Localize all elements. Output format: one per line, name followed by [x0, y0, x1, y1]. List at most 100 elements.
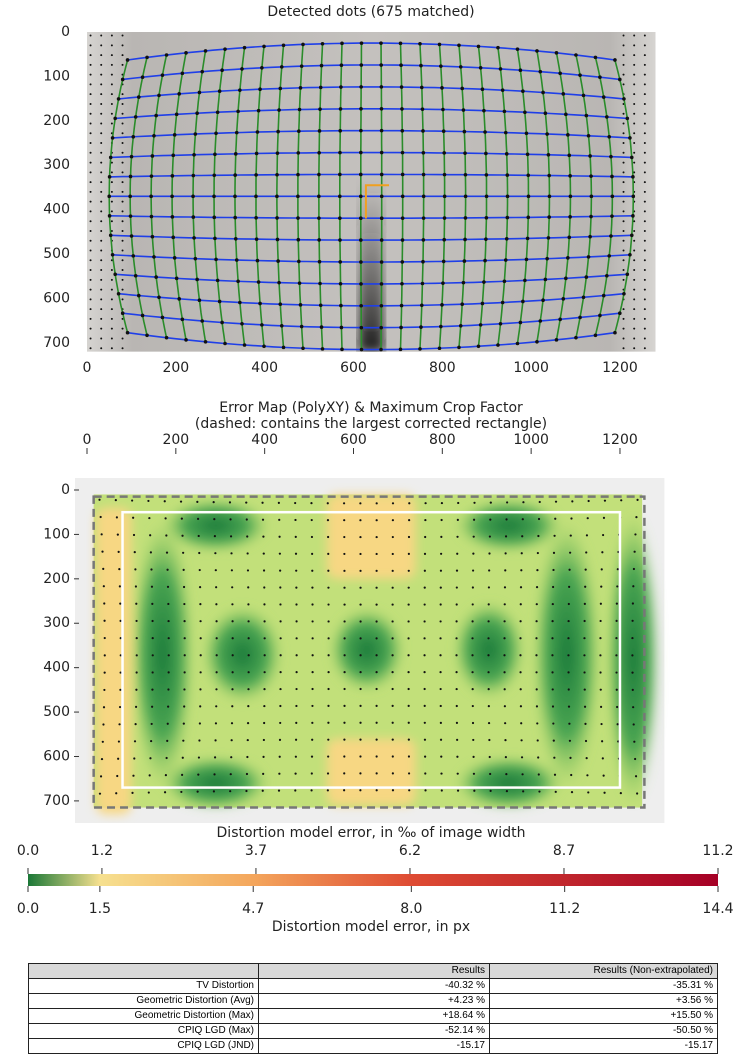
dot — [301, 346, 305, 350]
dot — [111, 136, 115, 140]
dot — [230, 773, 232, 775]
dot — [343, 570, 345, 572]
dot — [121, 311, 125, 315]
dot — [535, 620, 537, 622]
dot — [194, 257, 198, 261]
dot — [230, 756, 232, 758]
dot — [535, 654, 537, 656]
table-cell: -35.31 % — [490, 979, 718, 994]
table-cell: -40.32 % — [259, 979, 490, 994]
dot — [298, 108, 302, 112]
dot — [442, 260, 446, 264]
dot — [408, 502, 410, 504]
dot — [103, 602, 105, 604]
dot — [440, 570, 442, 572]
dot — [295, 586, 297, 588]
dot — [181, 72, 185, 76]
dot — [422, 195, 426, 199]
dot — [276, 238, 280, 242]
bg-dot — [111, 347, 113, 349]
dot — [441, 789, 443, 791]
dot — [200, 637, 202, 639]
dot — [248, 637, 250, 639]
dot — [392, 536, 394, 538]
dot — [145, 56, 149, 60]
dot — [538, 319, 542, 323]
dot — [472, 553, 474, 555]
dot — [585, 551, 587, 553]
dot — [567, 637, 569, 639]
bg-dot — [100, 298, 102, 300]
dot — [569, 552, 571, 554]
dot — [275, 216, 279, 220]
dot — [457, 43, 461, 47]
dot — [587, 791, 589, 793]
dot — [359, 705, 361, 707]
bg-dot — [644, 35, 646, 37]
dot — [605, 115, 609, 119]
dot — [607, 254, 611, 258]
dot — [506, 195, 510, 199]
dot — [545, 132, 549, 136]
dot — [359, 755, 361, 757]
dot — [233, 173, 237, 177]
dot — [295, 722, 297, 724]
dot — [359, 671, 361, 673]
bg-dot — [633, 269, 635, 271]
dot — [538, 790, 540, 792]
dot — [338, 260, 342, 264]
bg-dot — [623, 328, 625, 330]
dot — [423, 671, 425, 673]
dot — [459, 65, 463, 69]
dot — [216, 654, 218, 656]
dot — [145, 333, 149, 337]
dot — [571, 500, 573, 502]
dot — [212, 216, 216, 220]
bg-dot — [90, 328, 92, 330]
dot — [471, 620, 473, 622]
dot — [279, 756, 281, 758]
dot — [295, 620, 297, 622]
dot — [311, 553, 313, 555]
bg-dot — [633, 103, 635, 105]
dot — [107, 195, 111, 199]
dot — [257, 280, 261, 284]
dot — [400, 85, 404, 89]
dot — [379, 326, 383, 330]
bg-dot — [122, 289, 124, 291]
table-row: CPIQ LGD (Max)-52.14 %-50.50 % — [29, 1024, 718, 1039]
bg-dot — [90, 240, 92, 242]
bg-dot — [644, 289, 646, 291]
bg-dot — [122, 201, 124, 203]
bg-dot — [122, 132, 124, 134]
dot — [424, 587, 426, 589]
dot — [424, 755, 426, 757]
bg-dot — [111, 210, 113, 212]
dot — [424, 536, 426, 538]
dot — [359, 304, 363, 308]
dot — [568, 569, 570, 571]
dot — [535, 637, 537, 639]
dot — [184, 654, 186, 656]
dot — [552, 586, 554, 588]
dot — [615, 671, 617, 673]
dot — [338, 216, 342, 220]
dot — [260, 66, 264, 70]
dot — [564, 277, 568, 281]
dot — [590, 195, 594, 199]
dot — [566, 133, 570, 137]
dot — [243, 343, 247, 347]
table-row: Geometric Distortion (Max)+18.64 %+15.50… — [29, 1009, 718, 1024]
dot — [343, 688, 345, 690]
table-cell: +15.50 % — [490, 1009, 718, 1024]
dot — [547, 153, 551, 157]
dot — [264, 637, 266, 639]
dot — [460, 87, 464, 91]
dot — [338, 129, 342, 133]
x-tick-label: 1200 — [602, 432, 638, 448]
dot — [536, 603, 538, 605]
dot — [408, 772, 410, 774]
dot — [254, 173, 258, 177]
dot — [392, 705, 394, 707]
bg-dot — [90, 74, 92, 76]
